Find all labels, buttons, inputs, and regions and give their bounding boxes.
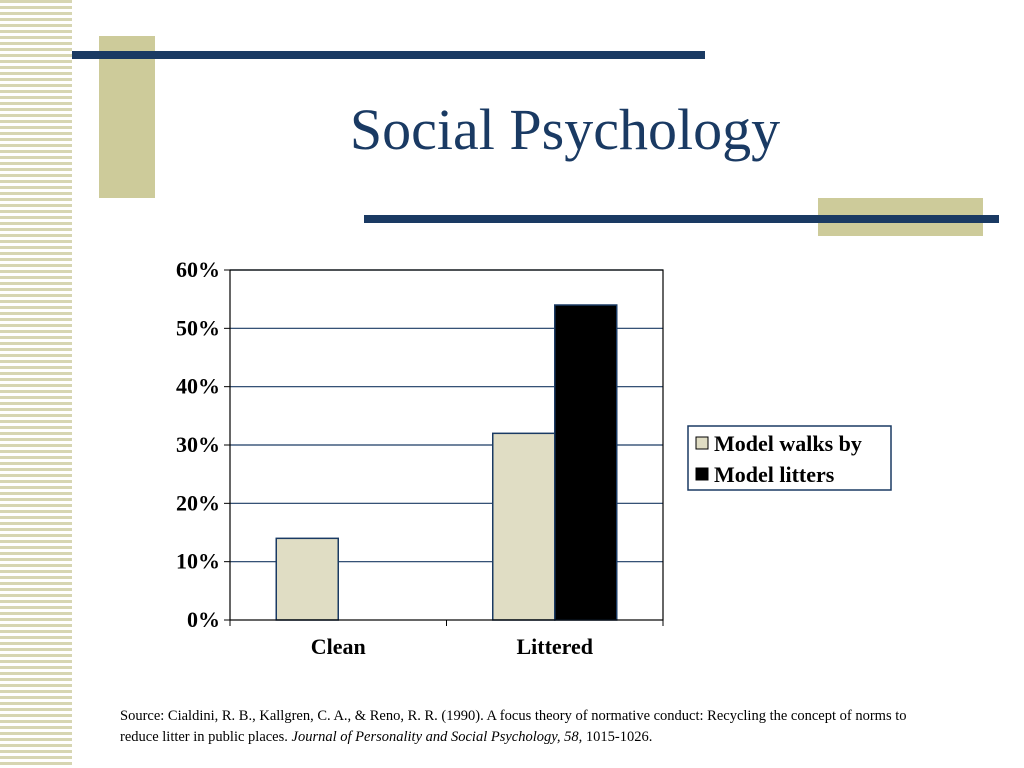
y-tick-label: 0% <box>187 607 220 632</box>
y-tick-label: 40% <box>176 374 220 399</box>
chart-legend: Model walks by Model litters <box>687 425 892 491</box>
decorative-top-block <box>99 36 155 198</box>
y-tick-label: 30% <box>176 432 220 457</box>
y-tick-labels: 0% 10% 20% 30% 40% 50% 60% <box>176 257 220 632</box>
y-tick-label: 20% <box>176 490 220 515</box>
bar-model-walks-by-clean <box>275 537 339 621</box>
y-tick-label: 60% <box>176 257 220 282</box>
legend-label: Model litters <box>714 462 835 487</box>
y-tick-label: 50% <box>176 315 220 340</box>
decorative-top-line <box>72 51 705 59</box>
x-tick-label: Clean <box>311 634 366 659</box>
bar-model-litters-littered <box>554 304 618 621</box>
source-journal: Journal of Personality and Social Psycho… <box>291 729 583 745</box>
bar-model-walks-by-littered <box>492 432 556 621</box>
legend-swatch <box>695 467 709 481</box>
legend-swatch <box>695 436 709 450</box>
legend-box <box>687 425 892 491</box>
left-striped-border <box>0 0 72 768</box>
decorative-right-line <box>364 215 999 223</box>
axes <box>224 269 664 626</box>
source-pages: 1015-1026. <box>582 729 653 745</box>
slide-title: Social Psychology <box>349 97 781 162</box>
x-tick-labels: Clean Littered <box>311 634 593 659</box>
x-tick-label: Littered <box>516 634 593 659</box>
source-citation: Source: Cialdini, R. B., Kallgren, C. A.… <box>120 706 920 748</box>
bars <box>275 304 618 621</box>
y-tick-label: 10% <box>176 549 220 574</box>
source-citation-text: Source: Cialdini, R. B., Kallgren, C. A.… <box>120 708 907 745</box>
legend-label: Model walks by <box>714 431 862 456</box>
